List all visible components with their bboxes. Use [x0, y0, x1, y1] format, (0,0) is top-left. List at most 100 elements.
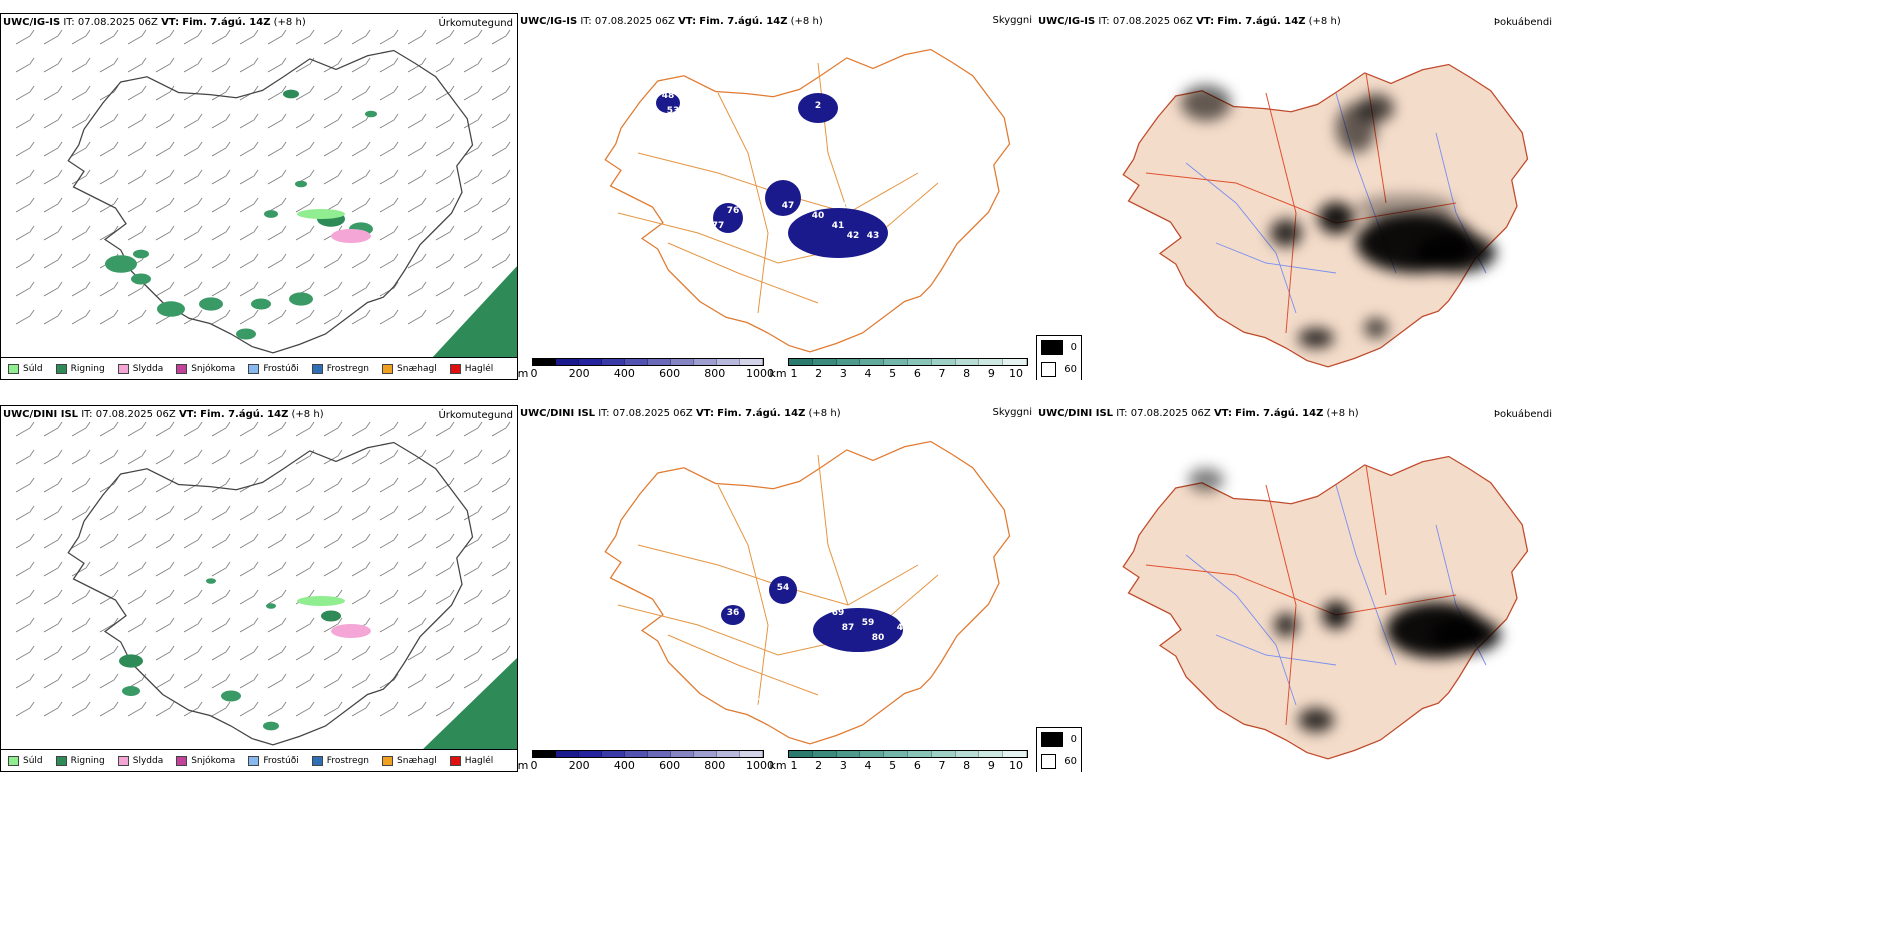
legend-swatch	[449, 364, 461, 374]
wind-barb	[127, 449, 147, 465]
wind-barb	[267, 29, 287, 45]
cloud-legend-swatch	[1041, 731, 1063, 747]
wind-barb	[407, 85, 427, 101]
wind-barb	[71, 253, 91, 269]
height-label: 42	[847, 231, 860, 241]
height-label: 50	[837, 201, 850, 211]
wind-barb	[211, 421, 231, 437]
cloud-map	[1122, 455, 1529, 760]
height-label: 2	[815, 101, 821, 111]
precip-area	[105, 255, 137, 273]
wind-barb	[463, 29, 483, 45]
wind-barb	[435, 197, 455, 213]
wind-barb	[351, 645, 371, 661]
wind-barb	[43, 477, 63, 493]
wind-barb	[295, 141, 315, 157]
fog-area	[1181, 85, 1231, 121]
height-scale: m 0 200 400 600 800 1000	[518, 358, 774, 380]
wind-barb	[435, 29, 455, 45]
wind-barb	[267, 253, 287, 269]
wind-barb	[183, 113, 203, 129]
wind-barb	[15, 533, 35, 549]
panel-title: Þokuábendi	[1493, 17, 1552, 28]
wind-barb	[71, 281, 91, 297]
wind-barb	[239, 309, 259, 325]
wind-barb	[183, 477, 203, 493]
wind-barb	[407, 57, 427, 73]
legend-item: Snjókoma	[176, 756, 235, 766]
wind-barb	[463, 113, 483, 129]
wind-barb	[435, 113, 455, 129]
wind-barb	[155, 617, 175, 633]
wind-barb	[407, 561, 427, 577]
visibility-tick: 1	[790, 367, 798, 380]
precip-area	[119, 654, 143, 668]
wind-barb	[99, 477, 119, 493]
visibility-tick: 10	[1009, 759, 1023, 772]
wind-barb	[351, 169, 371, 185]
visibility-tick: 9	[987, 367, 995, 380]
wind-barb	[379, 561, 399, 577]
wind-barb	[295, 225, 315, 241]
wind-barb	[267, 477, 287, 493]
wind-barb	[15, 113, 35, 129]
wind-barb	[295, 701, 315, 717]
wind-barb	[463, 197, 483, 213]
wind-barb	[99, 225, 119, 241]
wind-barb	[15, 197, 35, 213]
legend-label: Slydda	[132, 364, 164, 374]
wind-barb	[491, 505, 511, 521]
height-tick: 600	[659, 759, 681, 772]
wind-barb	[491, 449, 511, 465]
road	[717, 92, 769, 314]
wind-barb	[379, 533, 399, 549]
wind-barb	[127, 309, 147, 325]
visibility-unit: km	[769, 759, 787, 772]
road	[1365, 72, 1387, 204]
wind-barb	[239, 85, 259, 101]
wind-barb	[435, 505, 455, 521]
wind-barb	[379, 85, 399, 101]
visibility-tick: 5	[889, 367, 897, 380]
wind-barb	[323, 309, 343, 325]
wind-barb	[71, 561, 91, 577]
height-label: 60	[682, 131, 695, 141]
height-tick: 0	[530, 759, 538, 772]
wind-barb	[71, 85, 91, 101]
wind-barb	[239, 589, 259, 605]
precip-area	[266, 603, 276, 609]
wind-barb	[407, 589, 427, 605]
wind-barb	[43, 197, 63, 213]
cloud-legend: 0 60	[1036, 727, 1082, 772]
visibility-scale: km 1 2 3 4 5 6 7 8 9 10	[769, 358, 1035, 380]
wind-barb	[379, 589, 399, 605]
cloud-panel-row2: UWC/DINI ISL IT: 07.08.2025 06Z VT: Fim.…	[1036, 405, 1554, 772]
visibility-scale: km 1 2 3 4 5 6 7 8 9 10	[769, 750, 1035, 772]
wind-barb	[15, 673, 35, 689]
legend-item: Súld	[8, 364, 43, 374]
legend-item: Súld	[8, 756, 43, 766]
height-tick: 0	[530, 367, 538, 380]
wind-barb	[99, 197, 119, 213]
legend-item: Slydda	[117, 364, 164, 374]
panel-title: Úrkomutegund	[438, 410, 513, 421]
wind-barb	[491, 589, 511, 605]
visibility-tick: 10	[1009, 367, 1023, 380]
wind-barb	[491, 617, 511, 633]
road	[1145, 564, 1457, 616]
wind-barb	[43, 505, 63, 521]
wind-barb	[407, 421, 427, 437]
visibility-tick: 6	[913, 759, 921, 772]
panel-header: UWC/DINI ISL IT: 07.08.2025 06Z VT: Fim.…	[3, 409, 324, 420]
height-label: 84	[682, 156, 695, 166]
wind-barb	[71, 113, 91, 129]
wind-barb	[435, 589, 455, 605]
visibility-colorbar	[788, 750, 1028, 758]
wind-barb	[407, 701, 427, 717]
wind-barb	[379, 141, 399, 157]
precip-map	[15, 421, 517, 751]
wind-barb	[183, 533, 203, 549]
legend-swatch	[55, 364, 67, 374]
wind-barb	[463, 477, 483, 493]
wind-barb	[379, 197, 399, 213]
